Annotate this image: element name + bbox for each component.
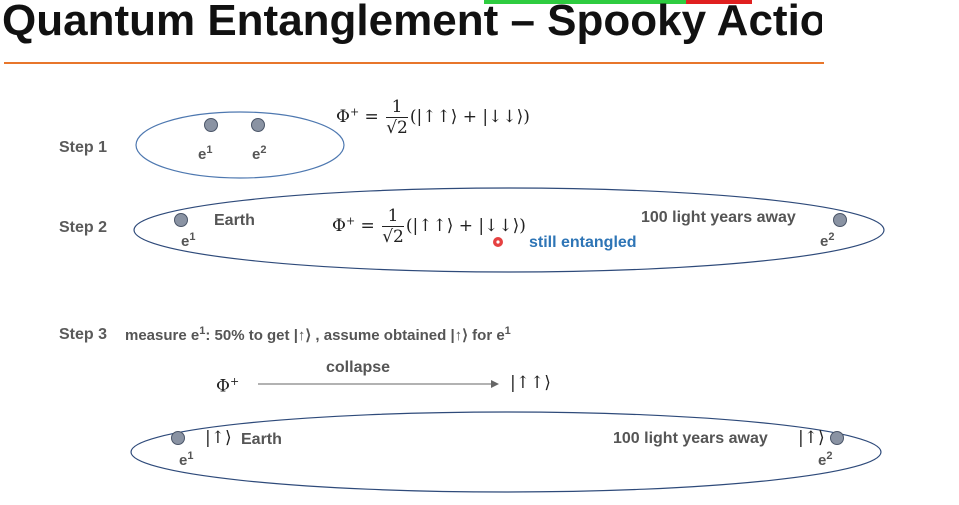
step3-phi: Φ+ [216, 375, 240, 397]
step2-e1-dot [174, 213, 188, 227]
slide-title: Quantum Entanglement – Spooky Actior [2, 0, 822, 45]
step3-earth-label: Earth [241, 431, 282, 448]
step1-ellipse [135, 111, 345, 179]
step1-equation: Φ+ = 1 √2 (|↑↑⟩ + |↓↓⟩) [336, 97, 530, 138]
step1-e1-label: e1 [198, 144, 213, 164]
step3-description: measure e1: 50% to get |↑⟩ , assume obta… [125, 325, 511, 345]
step3-left-ket: |↑⟩ [205, 428, 232, 448]
step3-e2-label: e2 [818, 450, 833, 470]
pointer-dot-core [496, 240, 500, 244]
step2-earth-label: Earth [214, 212, 255, 229]
step3-far-label: 100 light years away [613, 430, 768, 447]
step2-e1-label: e1 [181, 231, 196, 251]
step3-e1-label: e1 [179, 450, 194, 470]
step3-label: Step 3 [59, 326, 108, 343]
still-entangled-note: still entangled [529, 234, 637, 251]
step2-equation: Φ+ = 1 √2 (|↑↑⟩ + |↓↓⟩) [332, 206, 526, 247]
step3-result-ket: |↑↑⟩ [510, 373, 551, 393]
step3-e1-dot [171, 431, 185, 445]
step2-e2-dot [833, 213, 847, 227]
step2-label: Step 2 [59, 219, 108, 236]
step2-ellipse [133, 187, 885, 273]
step2-e2-label: e2 [820, 231, 835, 251]
collapse-arrow-head [491, 380, 499, 388]
collapse-label: collapse [326, 359, 391, 376]
step1-e1-dot [204, 118, 218, 132]
step1-label: Step 1 [59, 139, 108, 156]
top-bar-green [484, 0, 686, 4]
title-underline [4, 62, 824, 64]
step3-e2-dot [830, 431, 844, 445]
step2-far-label: 100 light years away [641, 209, 796, 226]
step1-e2-dot [251, 118, 265, 132]
step3-ellipse [130, 411, 882, 493]
step1-e2-label: e2 [252, 144, 267, 164]
step3-right-ket: |↑⟩ [798, 428, 825, 448]
top-bar-red [686, 0, 752, 4]
